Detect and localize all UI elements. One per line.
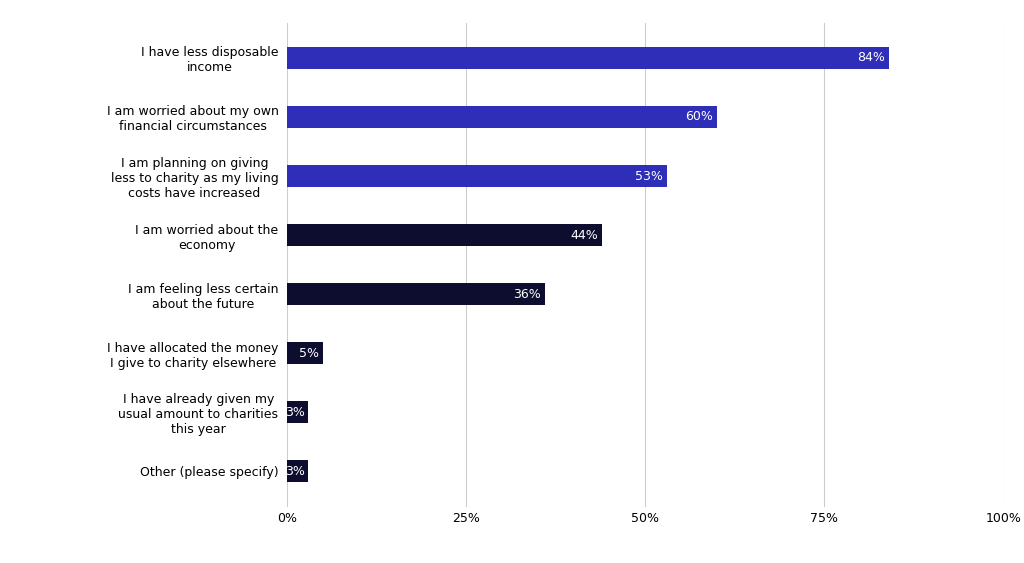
Bar: [287, 47, 889, 69]
Text: 44%: 44%: [570, 229, 598, 242]
Bar: [287, 165, 667, 187]
Text: 36%: 36%: [513, 288, 541, 301]
Text: 60%: 60%: [685, 110, 713, 123]
Text: 53%: 53%: [635, 169, 664, 182]
Bar: [287, 283, 545, 305]
Text: 5%: 5%: [299, 347, 319, 360]
Text: 84%: 84%: [857, 51, 885, 64]
Bar: [287, 224, 602, 246]
Text: 3%: 3%: [285, 465, 305, 478]
Bar: [287, 342, 323, 364]
Bar: [287, 106, 717, 128]
Bar: [287, 401, 308, 423]
Text: 3%: 3%: [285, 406, 305, 419]
Bar: [287, 460, 308, 482]
